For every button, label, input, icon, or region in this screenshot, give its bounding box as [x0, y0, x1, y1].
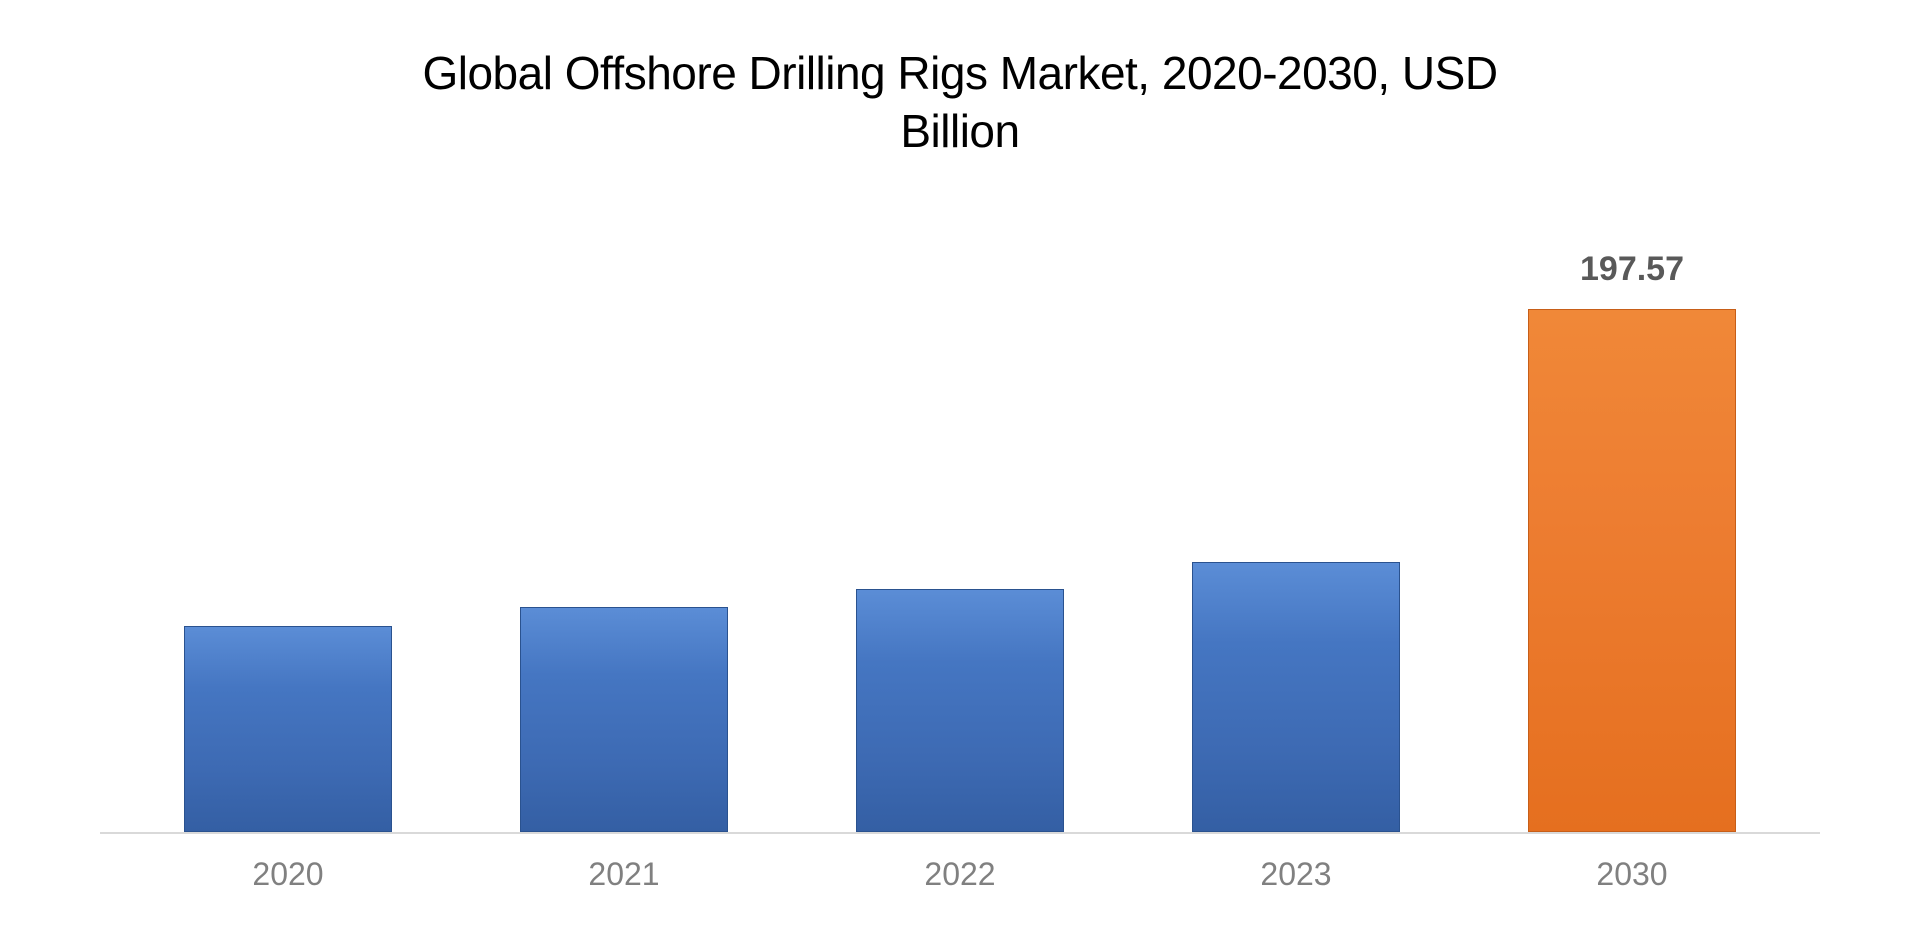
bar [520, 607, 728, 832]
bar-group [792, 250, 1128, 832]
bar-group [1128, 250, 1464, 832]
bar-value-label: 197.57 [1464, 250, 1800, 289]
bar-group [120, 250, 456, 832]
chart-plot-area: 197.57 [100, 250, 1820, 834]
x-axis-tick: 2021 [456, 856, 792, 893]
x-axis-tick: 2020 [120, 856, 456, 893]
x-axis-tick: 2023 [1128, 856, 1464, 893]
x-axis-tick: 2030 [1464, 856, 1800, 893]
chart-x-axis: 20202021202220232030 [100, 834, 1820, 893]
bar-group: 197.57 [1464, 250, 1800, 832]
bar [1192, 562, 1400, 832]
bar [184, 626, 392, 832]
bar-group [456, 250, 792, 832]
bar [1528, 309, 1736, 832]
bar [856, 589, 1064, 832]
x-axis-tick: 2022 [792, 856, 1128, 893]
chart-title: Global Offshore Drilling Rigs Market, 20… [360, 40, 1560, 160]
bar-chart-container: Global Offshore Drilling Rigs Market, 20… [0, 0, 1920, 943]
